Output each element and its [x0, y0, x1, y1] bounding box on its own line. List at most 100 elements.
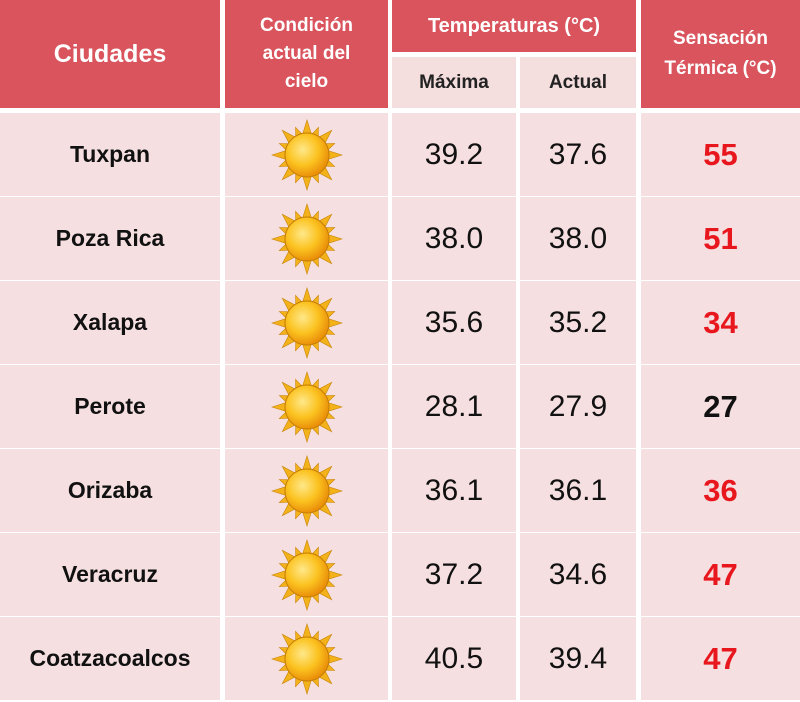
- sun-icon: [225, 197, 388, 280]
- cell-max-container: 36.1: [392, 449, 516, 532]
- cell-background: [392, 449, 516, 532]
- cell-feel-container: 27: [641, 365, 800, 448]
- sun-icon: [225, 281, 388, 364]
- cell-background: [520, 113, 636, 196]
- cell-background: [641, 449, 800, 532]
- cell-background: [392, 281, 516, 364]
- cell-city-container: Xalapa: [0, 281, 220, 364]
- cell-feel-container: 55: [641, 113, 800, 196]
- cell-background: [641, 365, 800, 448]
- cell-city: Tuxpan: [69, 141, 151, 167]
- cell-city: Perote: [74, 393, 146, 419]
- sun-icon: [225, 533, 388, 616]
- header-feel: Sensación Térmica (°C): [641, 0, 800, 108]
- cell-max: 28.1: [424, 389, 484, 423]
- cell-current-container: 36.1: [520, 449, 636, 532]
- cell-max: 38.0: [424, 221, 484, 255]
- cell-background: [0, 365, 220, 448]
- sun-icon: [225, 617, 388, 700]
- cell-max-container: 28.1: [392, 365, 516, 448]
- cell-background: [0, 449, 220, 532]
- cell-feel-container: 36: [641, 449, 800, 532]
- cell-feel-container: 47: [641, 533, 800, 616]
- cell-city-container: Orizaba: [0, 449, 220, 532]
- cell-current: 35.2: [548, 305, 608, 339]
- cell-background: [392, 197, 516, 280]
- cell-feel-container: 47: [641, 617, 800, 700]
- cell-city-container: Veracruz: [0, 533, 220, 616]
- sun-icon: [225, 113, 388, 196]
- cell-feel: 55: [703, 136, 738, 172]
- cell-current-container: 27.9: [520, 365, 636, 448]
- sun-icon-graphic: [270, 622, 343, 695]
- cell-feel: 27: [703, 388, 738, 424]
- cell-feel: 51: [703, 220, 738, 256]
- cell-feel: 47: [703, 640, 738, 676]
- cell-background: [520, 281, 636, 364]
- cell-city: Veracruz: [62, 561, 158, 587]
- cell-current-container: 37.6: [520, 113, 636, 196]
- sun-icon: [225, 449, 388, 532]
- cell-current-container: 35.2: [520, 281, 636, 364]
- sun-icon: [225, 365, 388, 448]
- cell-background: [641, 281, 800, 364]
- header-max: Máxima: [392, 57, 516, 108]
- cell-current-container: 38.0: [520, 197, 636, 280]
- cell-max: 37.2: [424, 557, 484, 591]
- cell-background: [641, 197, 800, 280]
- cell-background: [641, 533, 800, 616]
- cell-current: 39.4: [548, 641, 608, 675]
- cell-max-container: 40.5: [392, 617, 516, 700]
- sun-icon-graphic: [270, 370, 343, 443]
- cell-max-container: 37.2: [392, 533, 516, 616]
- cell-max: 35.6: [424, 305, 484, 339]
- sun-icon-graphic: [270, 286, 343, 359]
- cell-background: [520, 197, 636, 280]
- cell-max-container: 35.6: [392, 281, 516, 364]
- cell-max: 39.2: [424, 137, 484, 171]
- cell-background: [0, 197, 220, 280]
- cell-background: [392, 533, 516, 616]
- cell-city: Coatzacoalcos: [29, 645, 191, 671]
- cell-max: 36.1: [424, 473, 484, 507]
- cell-background: [520, 365, 636, 448]
- cell-background: [0, 533, 220, 616]
- cell-city: Poza Rica: [55, 225, 165, 251]
- sun-icon-graphic: [270, 538, 343, 611]
- cell-current: 36.1: [548, 473, 608, 507]
- header-temps: Temperaturas (°C): [392, 0, 636, 52]
- cell-city-container: Poza Rica: [0, 197, 220, 280]
- header-temps-label: Temperaturas (°C): [427, 14, 601, 37]
- cell-city: Orizaba: [67, 477, 153, 503]
- cell-city-container: Perote: [0, 365, 220, 448]
- cell-current: 34.6: [548, 557, 608, 591]
- cell-city-container: Tuxpan: [0, 113, 220, 196]
- header-cities-label: Ciudades: [53, 39, 167, 68]
- cell-background: [392, 617, 516, 700]
- header-sky-line3: cielo: [284, 71, 329, 92]
- header-sky-line2: actual del: [262, 43, 351, 64]
- cell-feel: 36: [703, 472, 738, 508]
- cell-current: 38.0: [548, 221, 608, 255]
- cell-max-container: 38.0: [392, 197, 516, 280]
- sun-icon-graphic: [270, 118, 343, 191]
- cell-background: [520, 617, 636, 700]
- cell-background: [641, 617, 800, 700]
- header-sky-line1: Condición: [260, 15, 353, 36]
- cell-background: [392, 365, 516, 448]
- cell-feel: 34: [703, 304, 738, 340]
- cell-max-container: 39.2: [392, 113, 516, 196]
- header-feel-line2: Térmica (°C): [664, 58, 777, 79]
- header-current-label: Actual: [548, 71, 608, 93]
- cell-current: 27.9: [548, 389, 608, 423]
- cell-background: [0, 281, 220, 364]
- sun-icon-graphic: [270, 454, 343, 527]
- cell-background: [0, 113, 220, 196]
- cell-max: 40.5: [424, 641, 484, 675]
- header-current: Actual: [520, 57, 636, 108]
- header-sky: Condición actual del cielo: [225, 0, 388, 108]
- cell-background: [0, 617, 220, 700]
- cell-background: [392, 113, 516, 196]
- header-feel-line1: Sensación: [672, 28, 769, 49]
- cell-city: Xalapa: [72, 309, 148, 335]
